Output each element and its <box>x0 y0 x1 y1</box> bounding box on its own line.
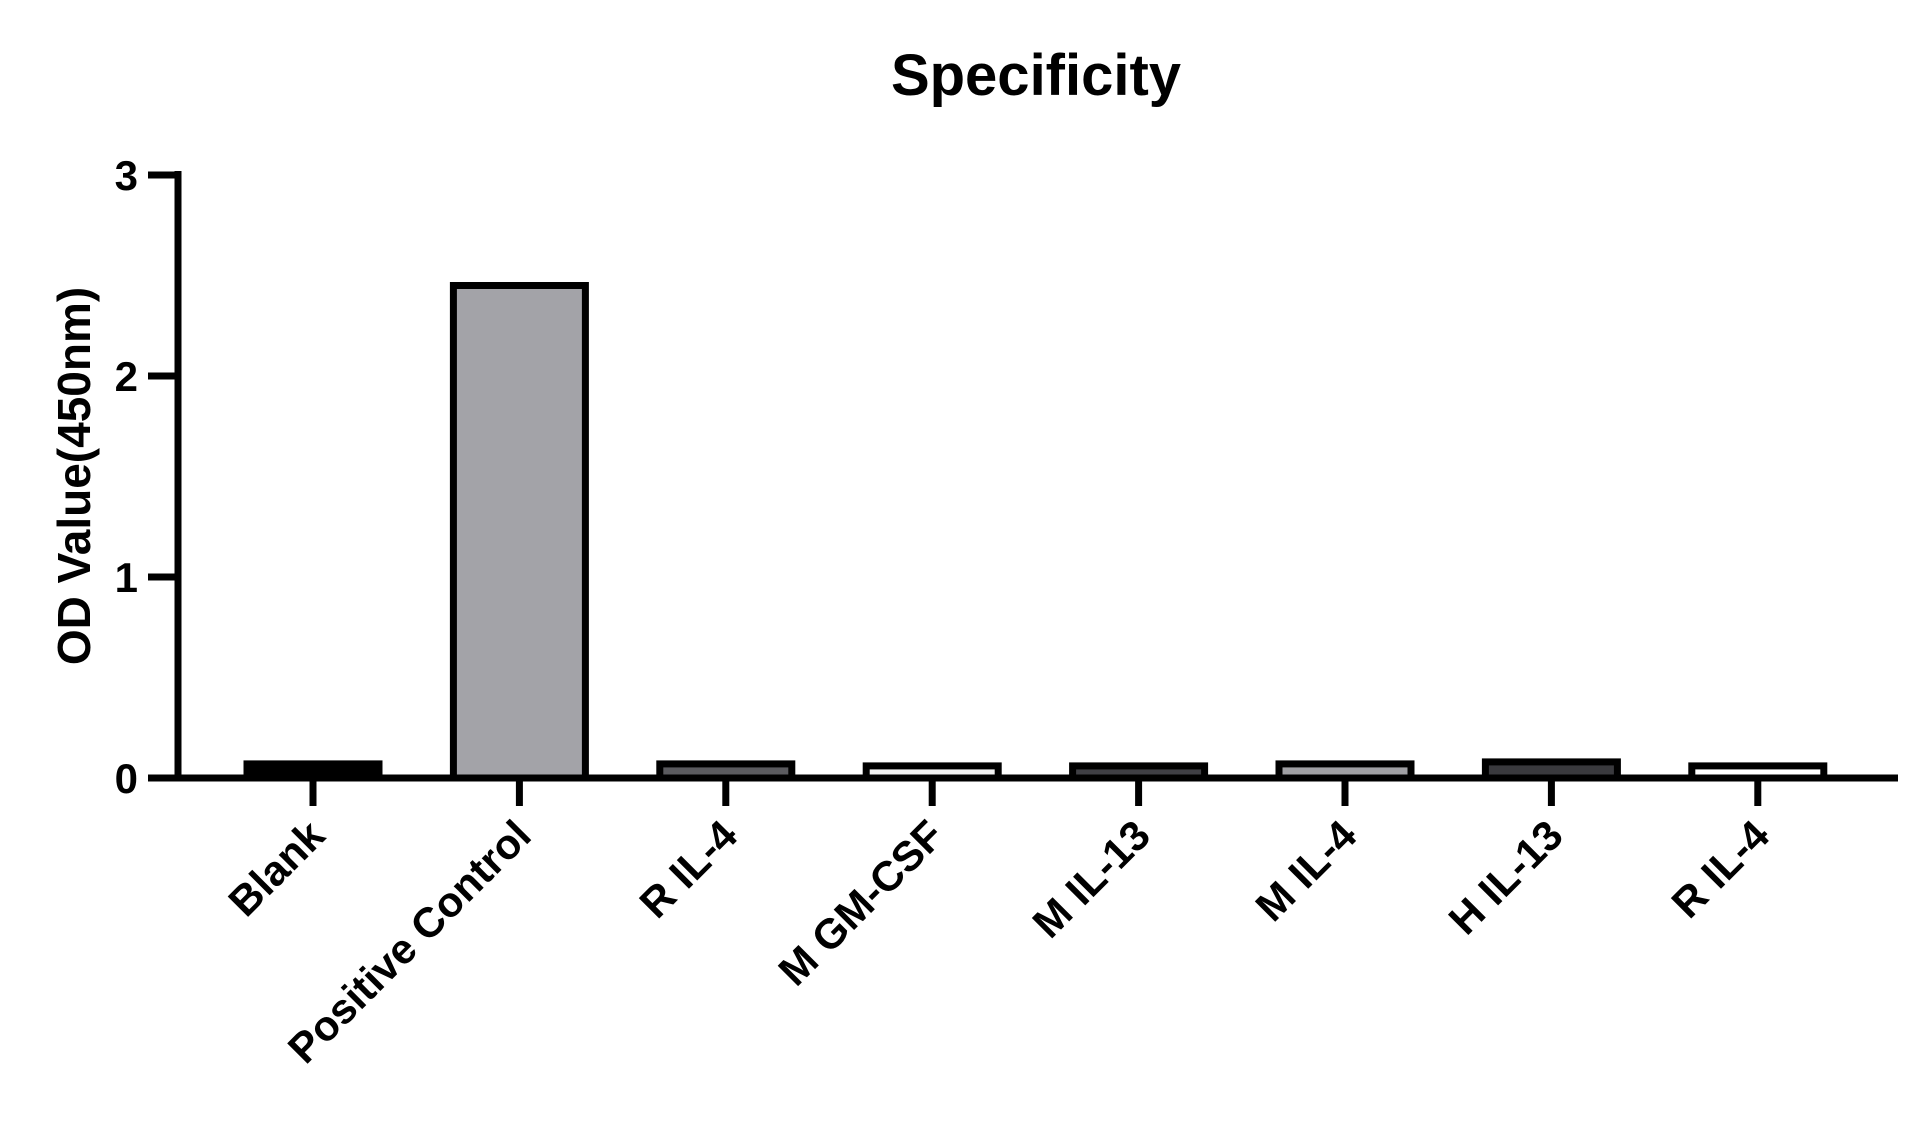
axes-layer <box>174 171 1898 782</box>
y-axis-label: OD Value(450nm) <box>48 287 100 665</box>
y-tick-label-0: 0 <box>115 755 138 802</box>
x-category-label-4: M GM-CSF <box>769 811 952 994</box>
y-tick-label-2: 2 <box>115 353 138 400</box>
bars-layer <box>243 282 1828 782</box>
x-category-label-8: R IL-4 <box>1662 811 1778 927</box>
x-category-label-6: M IL-4 <box>1246 811 1365 930</box>
x-category-label-7: H IL-13 <box>1440 811 1572 943</box>
y-tick-label-3: 3 <box>115 152 138 199</box>
y-tick-label-1: 1 <box>115 554 138 601</box>
chart-title: Specificity <box>891 43 1181 108</box>
x-category-label-5: M IL-13 <box>1023 811 1159 947</box>
x-category-label-1: Blank <box>219 811 334 926</box>
x-category-label-3: R IL-4 <box>630 811 746 927</box>
bar-2 <box>449 282 589 782</box>
